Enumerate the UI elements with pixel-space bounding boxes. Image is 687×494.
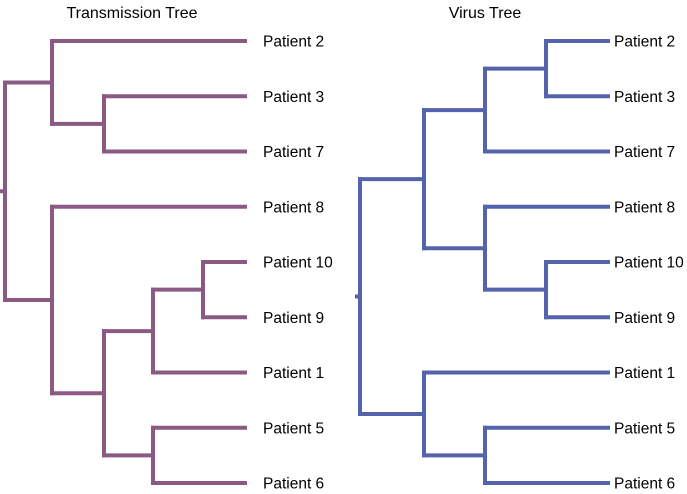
virus-tree-branches [355,39,610,485]
virus-tree-title: Virus Tree [449,5,522,22]
transmission-tree-branches [0,39,247,485]
transmission-tree-title: Transmission Tree [67,5,198,22]
virus-leaf-label: Patient 9 [614,310,675,327]
virus-leaf-label: Patient 7 [614,144,675,161]
virus-leaf-label: Patient 1 [614,365,675,382]
transmission-leaf-label: Patient 9 [263,310,324,327]
transmission-leaf-label: Patient 6 [263,476,324,493]
virus-leaf-label: Patient 10 [614,255,684,272]
transmission-leaf-label: Patient 7 [263,144,324,161]
transmission-leaf-label: Patient 2 [263,34,324,51]
virus-leaf-label: Patient 6 [614,476,675,493]
virus-leaf-label: Patient 8 [614,199,675,216]
virus-leaf-label: Patient 2 [614,34,675,51]
transmission-leaf-label: Patient 10 [263,255,333,272]
transmission-leaf-label: Patient 8 [263,199,324,216]
virus-leaf-label: Patient 5 [614,420,675,437]
virus-tree-labels: Patient 2 Patient 3 Patient 7 Patient 8 Pati… [614,34,684,493]
transmission-tree-labels: Patient 2 Patient 3 Patient 7 Patient 8 Pati… [263,34,333,493]
transmission-leaf-label: Patient 3 [263,89,324,106]
transmission-leaf-label: Patient 1 [263,365,324,382]
transmission-leaf-label: Patient 5 [263,420,324,437]
virus-leaf-label: Patient 3 [614,89,675,106]
